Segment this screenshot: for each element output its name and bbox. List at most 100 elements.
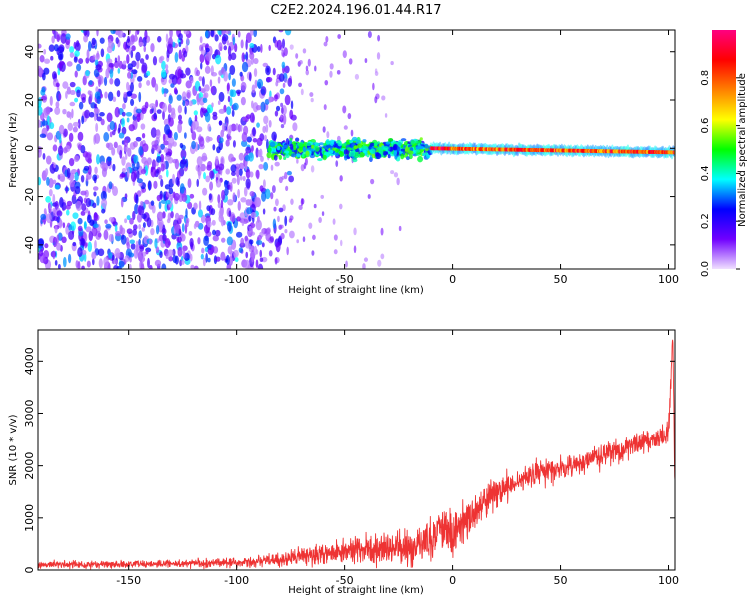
- spectrogram-noise-cell: [218, 91, 225, 102]
- spectrogram-noise-cell: [208, 193, 212, 201]
- spectrogram-noise-cell: [342, 50, 347, 59]
- spectrogram-noise-cell: [78, 101, 84, 110]
- spectrogram-noise-cell: [88, 80, 93, 86]
- spectrogram-noise-cell: [54, 184, 60, 190]
- spectrogram-noise-cell: [244, 160, 248, 171]
- spectrogram-noise-cell: [209, 170, 215, 179]
- spectrogram-band-cell: [269, 141, 276, 148]
- spectrogram-noise-cell: [114, 224, 118, 233]
- spectrogram-noise-cell: [320, 194, 325, 199]
- y-tick-label: 40: [23, 45, 36, 59]
- spectrogram-noise-cell: [135, 194, 139, 205]
- spectrogram-noise-cell: [174, 212, 180, 221]
- spectrogram-noise-cell: [150, 228, 155, 236]
- spectrogram-noise-cell: [333, 249, 338, 255]
- spectrogram-noise-cell: [188, 231, 193, 236]
- spectrogram-band-cell: [362, 139, 367, 143]
- spectrogram-band-cell: [400, 148, 406, 152]
- spectrogram-band-cell: [410, 140, 416, 145]
- spectrogram-noise-cell: [205, 175, 211, 183]
- spectrogram-noise-cell: [53, 44, 60, 52]
- spectrogram-noise-cell: [225, 139, 230, 147]
- spectrogram-noise-cell: [140, 200, 144, 207]
- spectrogram-noise-cell: [158, 201, 162, 210]
- spectrogram-noise-cell: [261, 242, 265, 248]
- spectrogram-band-cell: [301, 152, 305, 158]
- spectrogram-noise-cell: [183, 132, 187, 139]
- spectrogram-noise-cell: [227, 95, 231, 103]
- spectrogram-noise-cell: [73, 41, 77, 49]
- spectrogram-noise-cell: [96, 154, 100, 165]
- spectrogram-noise-cell: [240, 140, 248, 147]
- spectrogram-noise-cell: [112, 186, 118, 197]
- spectrogram-noise-cell: [150, 43, 155, 53]
- x-tick-label: -150: [116, 574, 141, 587]
- spectrogram-noise-cell: [218, 42, 223, 51]
- spectrogram-noise-cell: [265, 65, 271, 76]
- spectrogram-noise-cell: [251, 100, 254, 109]
- spectrogram-noise-cell: [339, 203, 343, 210]
- spectrogram-noise-cell: [249, 171, 254, 178]
- spectrogram-noise-cell: [90, 56, 94, 61]
- spectrogram-noise-cell: [92, 258, 95, 266]
- spectrogram-noise-cell: [281, 61, 286, 69]
- spectrogram-noise-cell: [167, 136, 175, 147]
- spectrogram-noise-cell: [77, 144, 82, 151]
- spectrogram-noise-cell: [188, 117, 192, 126]
- spectrogram-noise-cell: [177, 105, 183, 114]
- spectrogram-noise-cell: [121, 156, 126, 166]
- spectrogram-band-cell: [353, 145, 359, 149]
- spectrogram-noise-cell: [217, 30, 223, 36]
- spectrogram-noise-cell: [156, 211, 164, 222]
- spectrogram-noise-cell: [211, 102, 214, 108]
- spectrogram-noise-cell: [296, 158, 299, 164]
- spectrogram-band-cell: [332, 147, 337, 151]
- spectrogram-noise-cell: [353, 245, 357, 254]
- spectrogram-noise-cell: [48, 44, 55, 52]
- spectrogram-noise-cell: [220, 199, 224, 209]
- spectrogram-noise-cell: [280, 232, 285, 240]
- spectrogram-band-cell: [383, 146, 389, 151]
- spectrogram-noise-cell: [146, 217, 152, 228]
- spectrogram-noise-cell: [258, 163, 264, 170]
- spectrogram-noise-cell: [107, 91, 114, 102]
- x-tick-label: -50: [336, 574, 354, 587]
- spectrogram-noise-cell: [48, 188, 53, 197]
- spectrogram-noise-cell: [231, 109, 235, 117]
- spectrogram-noise-cell: [165, 33, 169, 43]
- spectrogram-noise-cell: [69, 81, 76, 88]
- spectrogram-noise-cell: [116, 90, 121, 98]
- spectrogram-band-cell: [349, 139, 354, 144]
- spectrogram-band-cell: [407, 150, 414, 155]
- spectrogram-noise-cell: [210, 86, 214, 94]
- spectrogram-noise-cell: [215, 165, 221, 172]
- spectrogram-noise-cell: [52, 208, 57, 213]
- spectrogram-frame: [37, 29, 676, 270]
- spectrogram-noise-cell: [230, 52, 237, 61]
- spectrogram-noise-cell: [158, 56, 163, 64]
- spectrogram-band-cell: [392, 145, 398, 151]
- spectrogram-noise-cell: [370, 178, 375, 185]
- spectrogram-noise-cell: [396, 177, 400, 186]
- spectrogram-noise-cell: [151, 77, 157, 88]
- spectrogram-noise-cell: [109, 120, 116, 131]
- spectrogram-band-cell: [299, 142, 303, 148]
- spectrogram-noise-cell: [138, 238, 141, 246]
- spectrogram-noise-cell: [170, 211, 174, 219]
- spectrogram-noise-cell: [117, 67, 121, 74]
- spectrogram-noise-cell: [114, 106, 120, 118]
- spectrogram-noise-cell: [135, 136, 142, 142]
- spectrogram-noise-cell: [42, 120, 49, 126]
- spectrogram-noise-cell: [254, 196, 259, 207]
- spectrogram-noise-cell: [72, 121, 80, 127]
- spectrogram-noise-cell: [183, 252, 190, 262]
- spectrogram-noise-cell: [150, 166, 157, 178]
- spectrogram-band-cell: [306, 142, 312, 147]
- spectrogram-noise-cell: [224, 187, 229, 196]
- spectrogram-noise-cell: [255, 240, 263, 246]
- spectrogram-noise-cell: [149, 264, 153, 269]
- spectrogram-noise-cell: [57, 263, 61, 269]
- spectrogram-noise-cell: [165, 199, 171, 205]
- spectrogram-noise-cell: [93, 223, 99, 229]
- spectrogram-noise-cell: [193, 265, 199, 269]
